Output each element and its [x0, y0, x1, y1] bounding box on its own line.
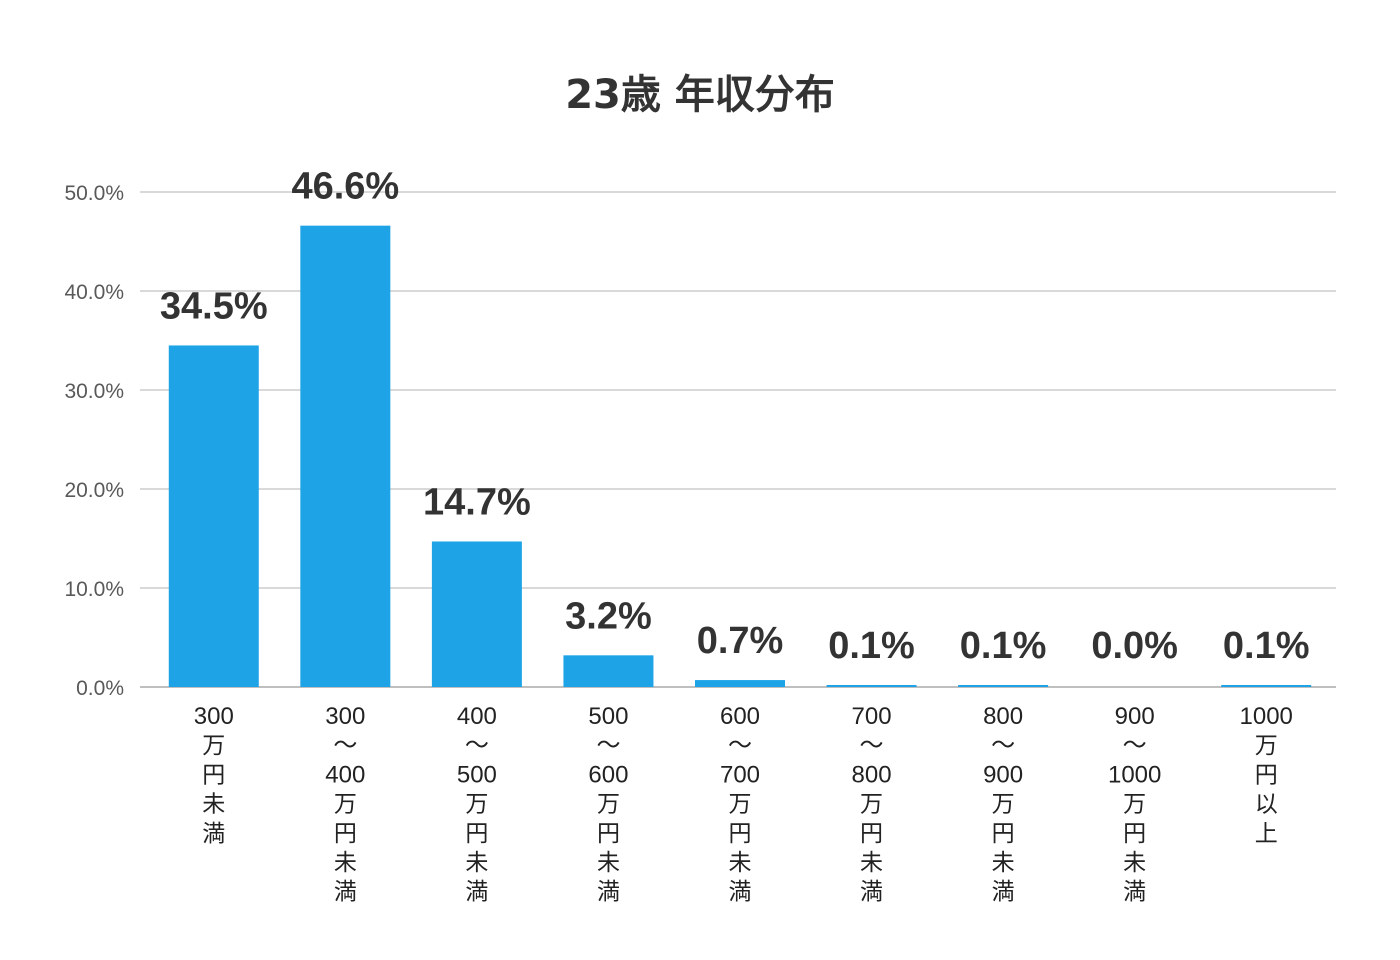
x-tick-label-line: 円	[992, 821, 1015, 847]
x-tick-label-line: 上	[1255, 821, 1278, 847]
x-tick-label-line: 700	[720, 761, 760, 788]
y-tick-label: 30.0%	[64, 380, 124, 403]
x-tick-label-line: 満	[1123, 879, 1146, 905]
x-tick-label-line: 満	[729, 879, 752, 905]
x-tick-label-line: 万	[597, 792, 620, 818]
y-tick-label: 0.0%	[76, 677, 124, 700]
y-tick-label: 10.0%	[64, 578, 124, 601]
x-tick-label-line: 未	[334, 850, 357, 876]
y-tick-label: 50.0%	[64, 182, 124, 205]
bar	[1221, 685, 1312, 687]
x-axis-category-labels: 300万円未満300～400万円未満400～500万円未満500～600万円未満…	[194, 703, 1293, 905]
x-tick-label-line: ～	[991, 732, 1015, 759]
x-tick-label-line: 未	[202, 792, 225, 818]
data-label: 0.1%	[1223, 625, 1310, 667]
x-tick-label-line: 円	[729, 821, 752, 847]
data-label: 46.6%	[291, 166, 399, 208]
bars	[168, 225, 1312, 687]
x-tick-label-line: 満	[597, 879, 620, 905]
bar	[300, 225, 391, 687]
x-tick-label-line: 未	[992, 850, 1015, 876]
y-tick-label: 20.0%	[64, 479, 124, 502]
x-tick-label-line: 500	[457, 761, 497, 788]
bar	[826, 685, 917, 687]
y-tick-label: 40.0%	[64, 281, 124, 304]
x-tick-label-line: 以	[1255, 792, 1278, 818]
x-tick-label-line: 1000	[1108, 761, 1161, 788]
x-tick-label-line: 万	[334, 792, 357, 818]
x-tick-label-line: 満	[860, 879, 883, 905]
x-tick-label-line: 500	[588, 703, 628, 730]
data-label: 3.2%	[565, 595, 652, 637]
x-tick-label-line: ～	[465, 732, 489, 759]
x-tick-label-line: 円	[465, 821, 488, 847]
x-tick-label-line: ～	[1123, 732, 1147, 759]
bar	[695, 680, 785, 687]
data-label: 14.7%	[423, 481, 531, 523]
x-tick-label-line: 万	[729, 792, 752, 818]
x-tick-label-line: ～	[728, 732, 752, 759]
x-tick-label-line: 600	[588, 761, 628, 788]
x-tick-label-line: 400	[325, 761, 365, 788]
x-tick-label-line: 未	[465, 850, 488, 876]
x-tick-label-line: ～	[860, 732, 884, 759]
x-tick-label-line: 未	[1123, 850, 1146, 876]
x-tick-label-line: ～	[596, 732, 620, 759]
bar	[168, 345, 259, 687]
x-tick-label-line: 満	[202, 821, 225, 847]
x-tick-label-line: 900	[983, 761, 1023, 788]
x-tick-label-line: 未	[597, 850, 620, 876]
data-label: 0.7%	[697, 620, 784, 662]
x-tick-label-line: ～	[333, 732, 357, 759]
x-tick-label-line: 1000	[1240, 703, 1293, 730]
x-tick-label-line: 800	[852, 761, 892, 788]
x-tick-label-line: 400	[457, 703, 497, 730]
x-tick-label-line: 円	[860, 821, 883, 847]
x-tick-label-line: 円	[334, 821, 357, 847]
x-tick-label-line: 満	[334, 879, 357, 905]
bar	[958, 685, 1049, 687]
x-tick-label-line: 円	[202, 762, 225, 788]
data-label: 0.1%	[960, 625, 1047, 667]
x-tick-label-line: 600	[720, 703, 760, 730]
x-tick-label-line: 未	[729, 850, 752, 876]
y-axis-tick-labels: 0.0% 10.0% 20.0% 30.0% 40.0% 50.0%	[64, 182, 124, 700]
x-tick-label-line: 円	[1123, 821, 1146, 847]
bar	[563, 655, 654, 687]
x-tick-label-line: 万	[465, 792, 488, 818]
x-tick-label-line: 800	[983, 703, 1023, 730]
x-tick-label-line: 未	[860, 850, 883, 876]
data-label: 0.1%	[828, 625, 915, 667]
x-tick-label-line: 円	[1255, 762, 1278, 788]
x-tick-label-line: 700	[852, 703, 892, 730]
x-tick-label-line: 900	[1115, 703, 1155, 730]
x-tick-label-line: 300	[194, 703, 234, 730]
x-tick-label-line: 満	[465, 879, 488, 905]
chart-title: 23歳 年収分布	[565, 72, 835, 118]
data-labels: 34.5% 46.6% 14.7% 3.2% 0.7% 0.1% 0.1% 0.0% 0.1%	[160, 166, 1310, 667]
x-tick-label-line: 満	[992, 879, 1015, 905]
x-tick-label-line: 円	[597, 821, 620, 847]
data-label: 0.0%	[1091, 625, 1178, 667]
x-tick-label-line: 300	[325, 703, 365, 730]
bar	[431, 541, 522, 687]
x-tick-label-line: 万	[202, 733, 225, 759]
data-label: 34.5%	[160, 285, 268, 327]
x-tick-label-line: 万	[860, 792, 883, 818]
x-tick-label-line: 万	[1255, 733, 1278, 759]
x-tick-label-line: 万	[1123, 792, 1146, 818]
x-tick-label-line: 万	[992, 792, 1015, 818]
